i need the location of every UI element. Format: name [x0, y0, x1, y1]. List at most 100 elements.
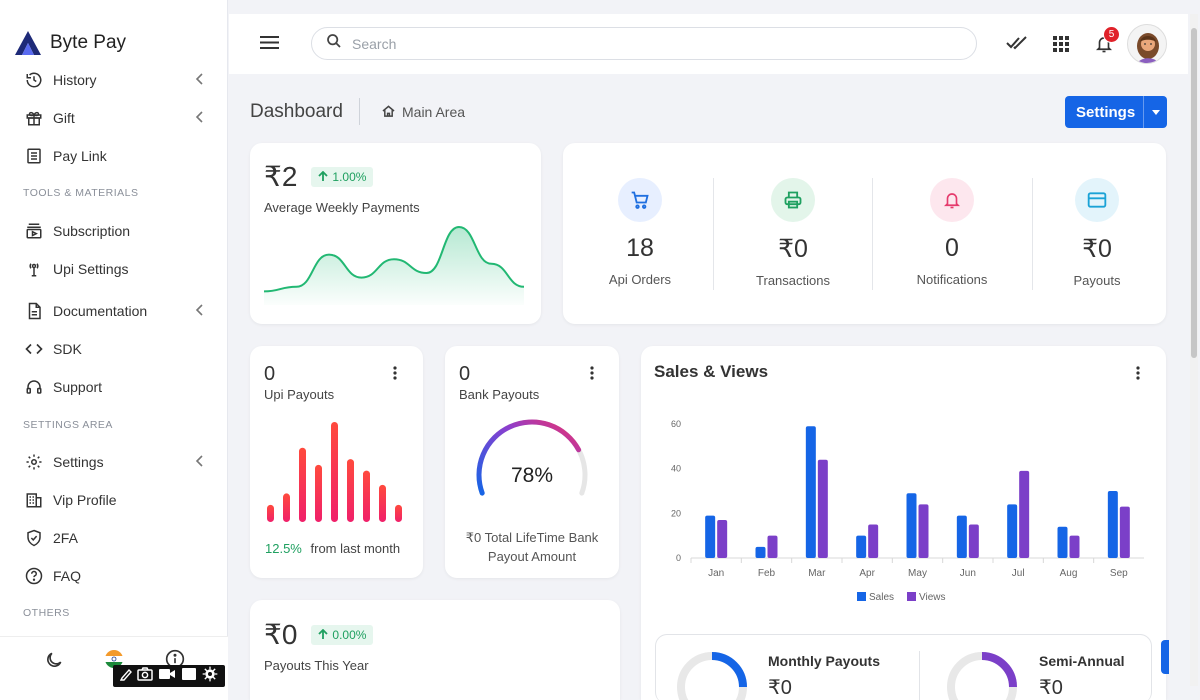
more-vertical-icon[interactable] — [1136, 366, 1140, 385]
stat-payouts[interactable]: ₹0 Payouts — [1022, 178, 1172, 288]
bar-views-feb[interactable] — [767, 535, 778, 558]
bar-sales-jun[interactable] — [956, 515, 967, 558]
weekly-payments-value: ₹2 — [264, 161, 298, 192]
summary-divider — [919, 651, 920, 700]
upi-bar — [331, 422, 338, 522]
stat-transactions[interactable]: ₹0 Transactions — [718, 178, 868, 288]
sidebar-item-support[interactable]: Support — [24, 374, 214, 400]
brand[interactable]: Byte Pay — [14, 30, 126, 56]
pen-icon[interactable] — [119, 667, 132, 686]
upi-bar — [283, 493, 290, 522]
stat-value: ₹0 — [1082, 235, 1112, 263]
bank-payouts-card: 0 Bank Payouts 78% ₹0 Total LifeTime Ban… — [445, 346, 619, 578]
more-vertical-icon[interactable] — [393, 366, 397, 385]
upi-bar — [379, 484, 386, 522]
upi-bar — [363, 470, 370, 522]
camera-icon[interactable] — [137, 666, 153, 686]
sidebar-item-label: FAQ — [53, 568, 82, 584]
headset-icon — [24, 377, 44, 397]
history-icon — [24, 70, 44, 90]
panel-edge-tab[interactable] — [1161, 640, 1169, 674]
sales-views-card: Sales & Views 0 20 40 60 Jan Feb Mar Apr May Jun J… — [641, 346, 1169, 700]
more-vertical-icon[interactable] — [590, 366, 594, 385]
bar-views-sep[interactable] — [1119, 506, 1130, 558]
bar-sales-jan[interactable] — [705, 515, 716, 558]
bank-payout-percent: 78% — [510, 464, 554, 487]
bar-views-apr[interactable] — [868, 524, 879, 559]
sidebar-item-faq[interactable]: FAQ — [24, 563, 214, 589]
sidebar-item-pay-link[interactable]: Pay Link — [24, 143, 214, 169]
bar-views-jun[interactable] — [968, 524, 979, 559]
settings-dropdown-button[interactable]: Settings — [1065, 96, 1167, 128]
building-icon — [24, 490, 44, 510]
bar-sales-apr[interactable] — [856, 535, 867, 558]
stats-card: 18 Api Orders ₹0 Transactions 0 Notifica… — [563, 143, 1166, 324]
upi-bar — [299, 447, 306, 522]
sparkline-line — [263, 225, 525, 293]
bar-sales-feb[interactable] — [755, 546, 766, 558]
upi-change-text: from last month — [310, 541, 401, 556]
sidebar-item-vip-profile[interactable]: Vip Profile — [24, 487, 214, 513]
pay-link-icon — [24, 146, 44, 166]
sidebar-item-settings[interactable]: Settings — [24, 449, 214, 475]
bar-sales-aug[interactable] — [1057, 526, 1068, 558]
stat-divider — [713, 178, 714, 290]
settings-button-label: Settings — [1076, 103, 1136, 121]
legend-swatch — [857, 592, 866, 601]
legend-label: Views — [919, 592, 946, 603]
breadcrumb[interactable]: Main Area — [382, 104, 465, 120]
x-tick-label: May — [908, 568, 927, 579]
sidebar-item-history[interactable]: History — [24, 67, 214, 93]
sidebar-item-upi-settings[interactable]: Upi Settings — [24, 256, 214, 282]
bar-views-jul[interactable] — [1019, 470, 1030, 558]
semi-annual-ring — [947, 652, 1017, 700]
sidebar-item-documentation[interactable]: Documentation — [24, 298, 214, 324]
apps-grid-icon[interactable] — [1053, 36, 1069, 57]
search-box[interactable] — [311, 27, 977, 60]
bar-sales-mar[interactable] — [805, 426, 816, 558]
stat-label: Transactions — [756, 273, 830, 288]
sidebar-item-label: Support — [53, 379, 103, 395]
payouts-year-label: Payouts This Year — [264, 658, 369, 673]
bell-icon — [930, 178, 974, 222]
stat-notifications[interactable]: 0 Notifications — [877, 178, 1027, 287]
user-avatar[interactable] — [1127, 24, 1167, 64]
page-scrollbar-thumb[interactable] — [1191, 28, 1197, 358]
monthly-payouts-label: Monthly Payouts — [768, 653, 881, 669]
sidebar-item-label: Documentation — [53, 303, 148, 319]
arrow-up-icon — [318, 629, 329, 639]
chevron-left-icon — [194, 109, 206, 128]
sidebar-item-2fa[interactable]: 2FA — [24, 525, 214, 551]
hamburger-menu-icon[interactable] — [260, 35, 279, 55]
double-check-icon[interactable] — [1006, 36, 1028, 55]
breadcrumb-label: Main Area — [402, 104, 466, 120]
bank-payout-total: ₹0 Total LifeTime Bank Payout Amount — [465, 530, 599, 564]
bar-sales-sep[interactable] — [1107, 491, 1118, 558]
header-divider — [359, 98, 360, 125]
bar-sales-jul[interactable] — [1007, 504, 1018, 558]
caret-down-icon[interactable] — [1143, 96, 1167, 128]
legend-label: Sales — [869, 592, 894, 603]
home-icon — [382, 104, 395, 120]
sidebar-item-gift[interactable]: Gift — [24, 105, 214, 131]
sidebar-item-subscription[interactable]: Subscription — [24, 218, 214, 244]
chevron-left-icon — [194, 71, 206, 90]
window-icon[interactable] — [181, 667, 197, 686]
sidebar-item-sdk[interactable]: SDK — [24, 336, 214, 362]
recorder-settings-icon[interactable] — [202, 666, 218, 687]
bar-sales-may[interactable] — [906, 493, 917, 558]
upi-payouts-card: 0 Upi Payouts 12.5% from last month — [250, 346, 423, 578]
sidebar-item-label: Vip Profile — [53, 492, 117, 508]
bar-views-aug[interactable] — [1069, 535, 1080, 558]
bar-views-may[interactable] — [918, 504, 929, 558]
video-icon[interactable] — [158, 667, 176, 686]
stat-api-orders[interactable]: 18 Api Orders — [565, 178, 715, 287]
credit-card-icon — [1075, 178, 1119, 222]
cart-icon — [618, 178, 662, 222]
weekly-change-badge: 1.00% — [311, 166, 374, 187]
bar-views-jan[interactable] — [717, 520, 728, 558]
search-input[interactable] — [352, 35, 942, 52]
moon-icon[interactable] — [44, 650, 64, 675]
stat-divider — [1032, 178, 1033, 290]
bar-views-mar[interactable] — [817, 459, 828, 558]
